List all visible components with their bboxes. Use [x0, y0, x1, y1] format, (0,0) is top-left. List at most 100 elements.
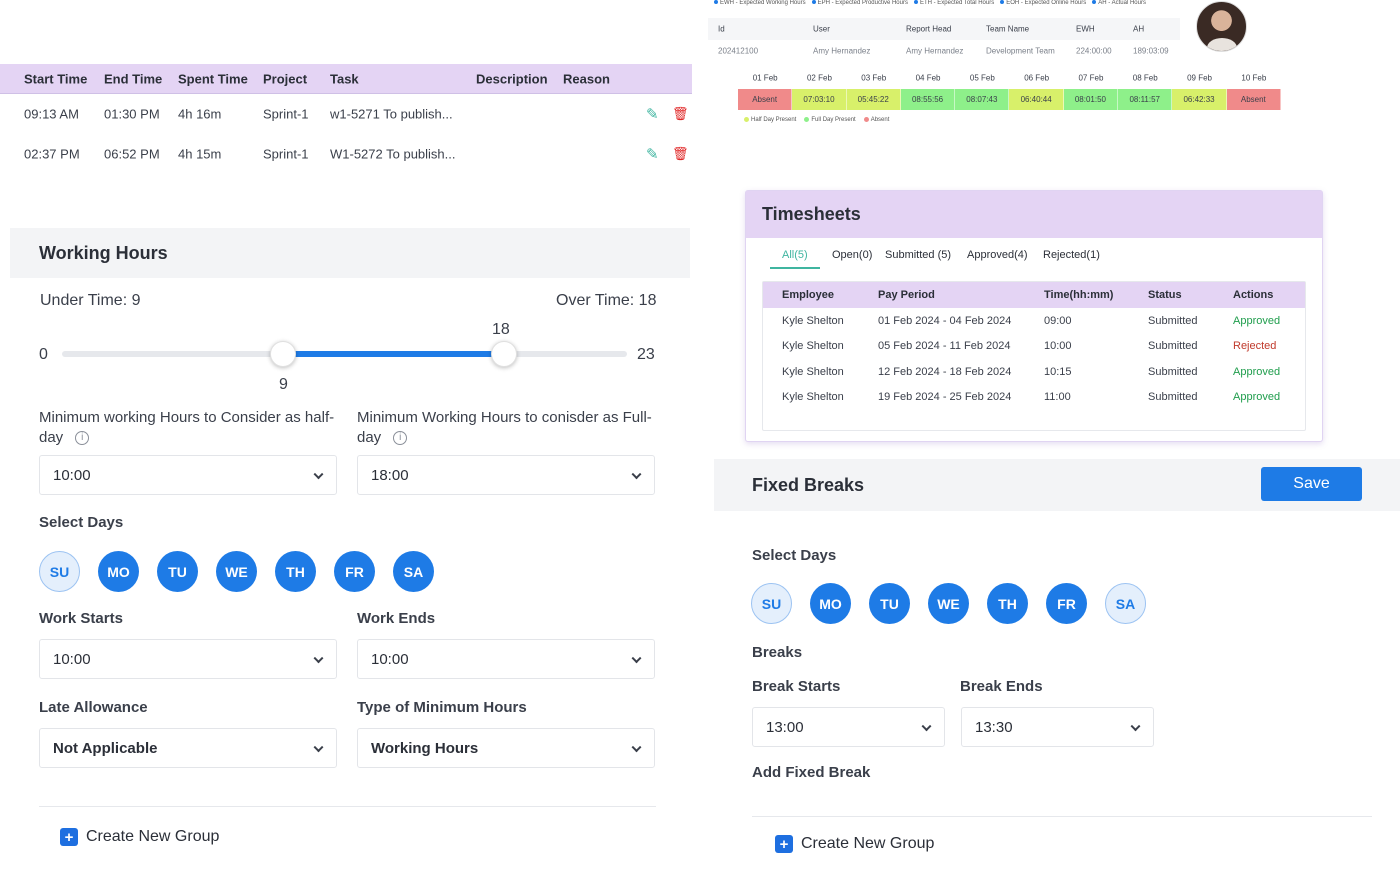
- task-cell: W1-5272 To publish...: [330, 146, 456, 162]
- late-allowance-label: Late Allowance: [39, 699, 148, 716]
- slider-high-handle[interactable]: [491, 341, 518, 367]
- trash-icon[interactable]: 🗑: [672, 106, 689, 121]
- day-toggle-tu[interactable]: TU: [157, 551, 198, 592]
- table-row: Kyle Shelton 12 Feb 2024 - 18 Feb 2024 1…: [763, 359, 1305, 385]
- fixed-breaks-panel: Fixed Breaks Save Select Days SU MO TU WE TH…: [714, 459, 1400, 876]
- create-new-group-button[interactable]: + Create New Group: [60, 828, 219, 846]
- break-ends-value: 13:30: [975, 718, 1013, 736]
- late-allowance-select[interactable]: Not Applicable: [39, 728, 337, 768]
- column-header-spent-time: Spent Time: [178, 71, 248, 86]
- day-toggle-we[interactable]: WE: [216, 551, 257, 592]
- employee-cell: Kyle Shelton: [782, 340, 844, 353]
- slider-high-value: 18: [492, 321, 510, 338]
- day-toggle-th[interactable]: TH: [987, 583, 1028, 624]
- tab-approved[interactable]: Approved(4): [967, 249, 1028, 261]
- break-starts-select[interactable]: 13:00: [752, 707, 945, 747]
- save-button[interactable]: Save: [1261, 467, 1362, 501]
- attendance-day-cell[interactable]: 08:07:43: [955, 89, 1010, 110]
- column-header-actions: Actions: [1233, 289, 1274, 301]
- day-toggle-mo[interactable]: MO: [98, 551, 139, 592]
- date-label: 03 Feb: [861, 73, 887, 83]
- edit-icon[interactable]: ✎: [646, 146, 659, 163]
- half-day-hours-select[interactable]: 10:00: [39, 455, 337, 495]
- attendance-day-cell[interactable]: Absent: [738, 89, 793, 110]
- team-cell: Development Team: [986, 46, 1055, 56]
- action-status-badge[interactable]: Approved: [1233, 365, 1281, 378]
- full-day-hours-select[interactable]: 18:00: [357, 455, 655, 495]
- fixed-breaks-title: Fixed Breaks: [752, 474, 865, 495]
- day-toggle-sa[interactable]: SA: [1105, 583, 1146, 624]
- date-label: 07 Feb: [1078, 73, 1104, 83]
- info-icon[interactable]: i: [393, 431, 408, 446]
- min-hours-type-value: Working Hours: [371, 739, 479, 757]
- status-cell: Submitted: [1148, 340, 1198, 353]
- attendance-status-key: Half Day Present Full Day Present Absent: [744, 117, 889, 123]
- create-new-group-button[interactable]: + Create New Group: [775, 835, 934, 853]
- action-status-badge[interactable]: Rejected: [1233, 340, 1277, 353]
- status-key-item: Absent: [863, 117, 889, 123]
- working-hours-title: Working Hours: [10, 228, 690, 278]
- day-toggle-su[interactable]: SU: [751, 583, 792, 624]
- time-cell: 09:00: [1044, 314, 1072, 327]
- work-ends-select[interactable]: 10:00: [357, 639, 655, 679]
- project-cell: Sprint-1: [263, 106, 309, 122]
- attendance-day-cell[interactable]: 08:01:50: [1063, 89, 1119, 110]
- chevron-down-icon: [313, 469, 324, 480]
- attendance-day-cell[interactable]: 08:11:57: [1118, 89, 1173, 110]
- select-days-label: Select Days: [752, 547, 837, 564]
- date-label: 01 Feb: [752, 73, 778, 83]
- column-header-ah: AH: [1133, 24, 1145, 34]
- work-starts-label: Work Starts: [39, 610, 123, 627]
- report-head-cell: Amy Hernandez: [906, 46, 964, 56]
- status-cell: Submitted: [1148, 365, 1198, 378]
- info-icon[interactable]: i: [75, 431, 90, 446]
- min-hours-type-select[interactable]: Working Hours: [357, 728, 655, 768]
- action-status-badge[interactable]: Approved: [1233, 391, 1281, 404]
- day-toggle-fr[interactable]: FR: [1046, 583, 1087, 624]
- chevron-down-icon: [921, 721, 932, 732]
- day-toggle-th[interactable]: TH: [275, 551, 316, 592]
- avatar[interactable]: [1196, 1, 1247, 52]
- legend-item: EPH - Expected Productive Hours: [811, 0, 908, 6]
- task-cell: w1-5271 To publish...: [330, 106, 453, 122]
- column-header-employee: Employee: [782, 289, 834, 301]
- attendance-day-cell[interactable]: 07:03:10: [792, 89, 847, 110]
- day-toggle-fr[interactable]: FR: [334, 551, 375, 592]
- employee-cell: Kyle Shelton: [782, 314, 844, 327]
- slider-low-handle[interactable]: [270, 341, 297, 367]
- pay-period-cell: 01 Feb 2024 - 04 Feb 2024: [878, 314, 1012, 327]
- trash-icon[interactable]: 🗑: [672, 146, 689, 161]
- tab-open[interactable]: Open(0): [832, 249, 873, 261]
- column-header-start-time: Start Time: [24, 71, 88, 86]
- tab-all[interactable]: All(5): [770, 249, 820, 269]
- task-table-header: Start Time End Time Spent Time Project T…: [0, 64, 692, 94]
- date-label: 05 Feb: [969, 73, 995, 83]
- divider: [39, 806, 656, 807]
- day-toggle-we[interactable]: WE: [928, 583, 969, 624]
- edit-icon[interactable]: ✎: [646, 106, 659, 123]
- day-toggle-su[interactable]: SU: [39, 551, 80, 592]
- attendance-day-cell[interactable]: Absent: [1226, 89, 1281, 110]
- half-day-label-line1: Minimum working Hours to Consider as hal…: [39, 409, 335, 426]
- action-status-badge[interactable]: Approved: [1233, 314, 1281, 327]
- tab-submitted[interactable]: Submitted (5): [885, 249, 952, 261]
- day-toggle-tu[interactable]: TU: [869, 583, 910, 624]
- column-header-user: User: [813, 24, 830, 34]
- work-starts-select[interactable]: 10:00: [39, 639, 337, 679]
- tab-rejected[interactable]: Rejected(1): [1043, 249, 1100, 261]
- break-ends-select[interactable]: 13:30: [961, 707, 1154, 747]
- attendance-day-cell[interactable]: 08:55:56: [900, 89, 956, 110]
- attendance-day-cell[interactable]: 06:42:33: [1172, 89, 1227, 110]
- half-day-hours-value: 10:00: [53, 466, 91, 484]
- day-toggle-mo[interactable]: MO: [810, 583, 851, 624]
- date-label: 09 Feb: [1187, 73, 1212, 83]
- attendance-day-cell[interactable]: 06:40:44: [1009, 89, 1064, 110]
- day-toggle-sa[interactable]: SA: [393, 551, 434, 592]
- spent-time-cell: 4h 16m: [178, 106, 222, 122]
- spent-time-cell: 4h 15m: [178, 146, 222, 162]
- add-fixed-break-link[interactable]: Add Fixed Break: [752, 764, 871, 781]
- date-label: 04 Feb: [915, 73, 941, 83]
- create-new-group-label: Create New Group: [801, 835, 935, 852]
- status-key-item: Half Day Present: [744, 117, 796, 123]
- attendance-day-cell[interactable]: 05:45:22: [846, 89, 901, 110]
